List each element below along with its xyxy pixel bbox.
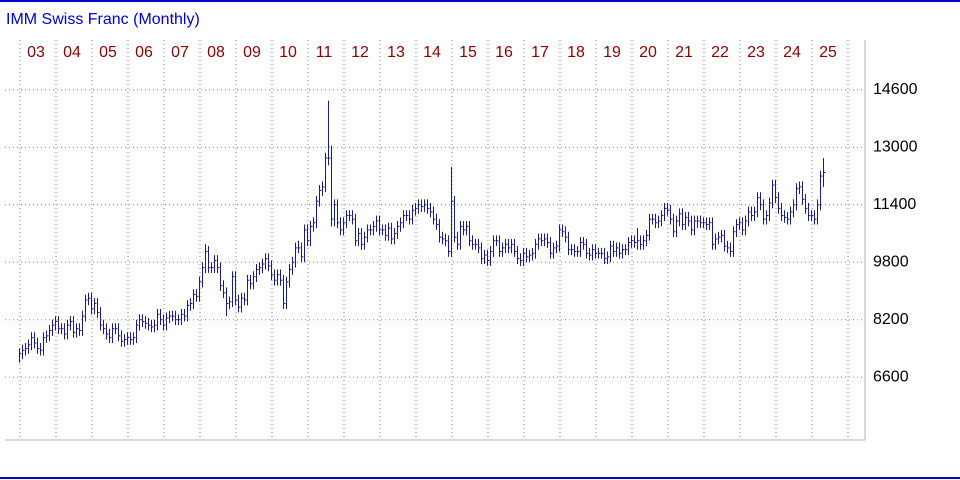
y-tick-label: 11400 xyxy=(873,196,916,213)
x-tick-label: 10 xyxy=(279,44,297,61)
x-tick-label: 21 xyxy=(675,44,693,61)
x-tick-label: 16 xyxy=(495,44,513,61)
x-tick-label: 04 xyxy=(63,44,81,61)
x-tick-label: 22 xyxy=(711,44,729,61)
x-tick-label: 18 xyxy=(567,44,585,61)
x-tick-label: 17 xyxy=(531,44,549,61)
x-tick-label: 09 xyxy=(243,44,261,61)
x-tick-label: 14 xyxy=(423,44,441,61)
x-tick-label: 03 xyxy=(27,44,45,61)
x-tick-label: 12 xyxy=(351,44,369,61)
y-tick-label: 13000 xyxy=(873,139,918,156)
y-tick-label: 14600 xyxy=(873,81,918,98)
x-tick-label: 19 xyxy=(603,44,621,61)
x-tick-label: 08 xyxy=(207,44,225,61)
x-tick-label: 24 xyxy=(783,44,801,61)
x-tick-label: 25 xyxy=(819,44,837,61)
y-tick-label: 8200 xyxy=(873,311,909,328)
x-tick-label: 13 xyxy=(387,44,405,61)
x-tick-label: 20 xyxy=(639,44,657,61)
x-tick-label: 07 xyxy=(171,44,189,61)
x-tick-label: 06 xyxy=(135,44,153,61)
x-tick-label: 15 xyxy=(459,44,477,61)
x-tick-label: 11 xyxy=(316,44,333,61)
x-tick-label: 05 xyxy=(99,44,117,61)
x-tick-label: 23 xyxy=(747,44,765,61)
y-tick-label: 6600 xyxy=(873,368,909,385)
y-tick-label: 9800 xyxy=(873,253,909,270)
chart-title: IMM Swiss Franc (Monthly) xyxy=(6,11,200,28)
